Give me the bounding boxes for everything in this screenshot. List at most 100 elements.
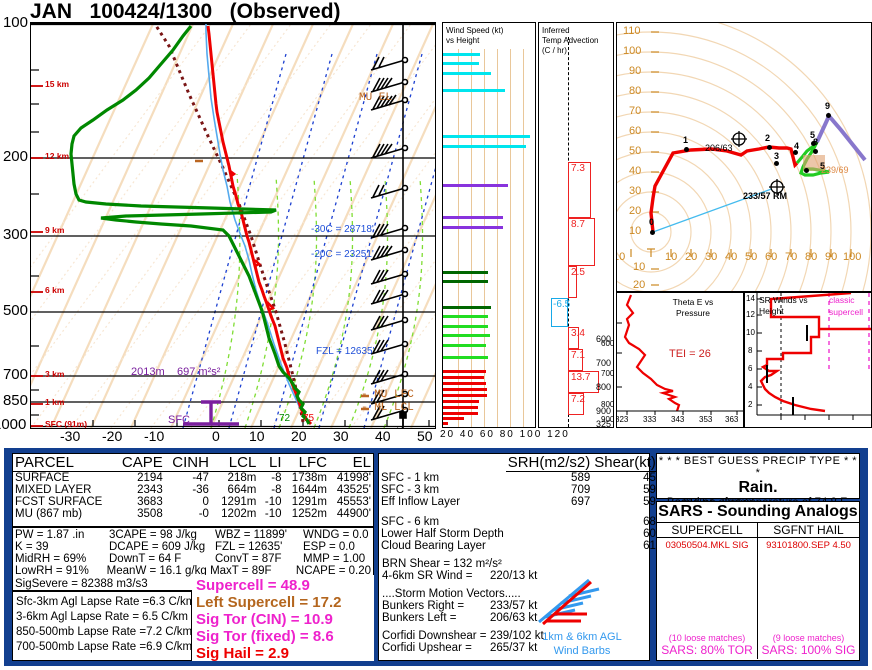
sars-supercell-column[interactable]: SUPERCELL 03050504.MKL SIG (10 loose mat… [657,523,758,659]
hodo-xtick-10: 10 [665,251,678,263]
wspd-tick-20: 20 [440,429,456,440]
annotation-ml-lcl: - ML LCL [361,402,414,414]
hodo-ytick-40: 40 [629,165,642,177]
lapse-label-3: 700-500mb Lapse Rate = [16,641,147,653]
cell-shear: 59 [643,496,656,508]
wind-speed-caption-2: vs Height [446,36,480,45]
sars-panel[interactable]: SARS - Sounding Analogs SUPERCELL 030505… [656,501,860,661]
thermo-maxt: MaxT = 89F [210,565,272,577]
wind-speed-panel[interactable]: Wind Speed (kt) vs Height [442,22,536,428]
cell-cape: 3508 [137,508,163,520]
table-row: FCST SURFACE 3683 0 1291m -10 1291m 4555… [13,496,373,508]
height-label-sfc: SFC (91m) [45,419,88,429]
parcel-table-panel[interactable]: PARCEL CAPE CINH LCL LI LFC EL SURFACE 2… [12,453,374,527]
thermo-k: K = 39 [15,541,49,553]
wind-barb-column [370,24,409,428]
thermo-dcape: DCAPE = 609 J/kg [109,541,206,553]
hodo-xtick-30: 30 [705,251,718,263]
hodo-point-0 [650,230,655,235]
hodo-xtick-70: 70 [785,251,798,263]
thetae-ytick-800: 800 [601,400,615,409]
tadv-box-1: 8.7 [568,218,595,266]
composite-sigtor-fixed: Sig Tor (fixed) = 8.6 [196,628,370,645]
corfidi-downshear-label: Corfidi Downshear = [382,630,487,642]
thermo-sigsevere: SigSevere = 82388 m3/s3 [15,578,148,590]
hodo-point-1 [684,147,689,152]
hodo-ytick-10: 10 [629,225,642,237]
srwind-ytick-12: 12 [746,310,755,319]
thetae-xtick-333: 333 [643,415,657,424]
cell-lcl: 664m [227,484,257,496]
lapse-rate-panel[interactable]: Sfc-3km Agl Lapse Rate = 6.3 C/km 3-6km A… [12,591,195,661]
sars-hail-column[interactable]: SGFNT HAIL 93101800.SEP 4.50 (9 loose ma… [758,523,859,659]
composite-indices-panel[interactable]: Supercell = 48.9 Left Supercell = 17.2 S… [192,575,374,662]
cell-el: 44900' [336,508,371,520]
kinematics-panel[interactable]: SRH(m2/s2) Shear(kt) MnWind SRW SFC - 1 … [378,453,757,661]
hodo-xtick-20: 20 [685,251,698,263]
cell-li: -10 [264,496,282,508]
storm-motion-header: ....Storm Motion Vectors..... [382,588,521,600]
srwind-ytick-8: 8 [748,346,753,355]
tadv-caption-2: Temp Advection [542,36,599,45]
hodo-ytick-80: 80 [629,85,642,97]
annotation-minus30c: -30C = 28718' [311,224,374,235]
thermo-fzl: FZL = 12635' [215,541,283,553]
annotation-mu-el: MU EL [359,92,393,104]
col-layer [379,454,506,472]
hodo-point-9 [826,113,831,118]
thetae-xtick-353: 353 [699,415,713,424]
hodo-point-8 [813,149,818,154]
cell-parcel: SURFACE [15,472,70,484]
tadv-prs-800: 800 [596,382,612,392]
wspd-tick-100: 100 [519,429,543,440]
precip-type-panel[interactable]: * * * BEST GUESS PRECIP TYPE * * * Rain.… [656,453,860,509]
annotation-sfc: SFC [168,414,190,426]
cell-srh [506,528,593,540]
srwind-label-supercell: supercell [829,307,864,317]
temp-tick--10: -10 [144,428,165,444]
annotation-eff-inflow-depth: 2013m [131,366,165,378]
hodo-label-2: 2 [765,133,771,143]
thetae-panel[interactable]: Theta E vs Pressure TEI = 26 323 333 343… [616,292,744,428]
sars-title: SARS - Sounding Analogs [657,502,859,523]
bunkers-right-label: Bunkers Right = [382,600,465,612]
lapse-label-2: 850-500mb Lapse Rate = [16,626,147,638]
hodo-ytick-30: 30 [629,185,642,197]
tadv-box-3: -6.5 [551,298,570,327]
hodo-label-5: 5 [820,161,826,171]
cell-srh: 589 [571,472,591,484]
hodo-point-3 [774,161,779,166]
hodo-ytick-down-20: 20 [633,279,646,291]
cell-shear: 60 [643,528,656,540]
srwind-svg [756,293,871,420]
agl-wind-barbs-graphic [529,574,629,635]
temp-advection-panel[interactable]: Inferred Temp Advection (C / hr) 7.3 8.7… [538,22,614,428]
bunkers-left-value: 206/63 kt [490,612,538,624]
cell-cape: 2194 [137,472,163,484]
hodo-ytick-110: 110 [623,25,641,37]
cell-cape: 2343 [137,484,163,496]
hodograph-panel[interactable]: 0 1 2 3 4 5 5 8 9 206/63 233/57 RM 239/6… [616,22,872,292]
thermo-midrh: MidRH = 69% [15,553,87,565]
composite-left-supercell-value: 17.2 [312,594,342,611]
composite-sigtor-cin-label: Sig Tor (CIN) = [196,611,300,628]
tadv-caption-3: (C / hr) [542,46,567,55]
srwind-ytick-4: 4 [748,382,753,391]
srwind-panel[interactable]: SR Winds vs Height classic supercell 14 … [744,292,872,428]
col-lcl: LCL [210,454,259,472]
srwind-ytick-10: 10 [746,328,755,337]
thermo-lowrh: LowRH = 91% [15,565,89,577]
cell-layer: SFC - 1 km [381,471,440,484]
thetae-xtick-363: 363 [725,415,739,424]
skewt-diagram[interactable]: 15 km 12 km 9 km 6 km 3 km 1 km SFC (91m… [30,22,436,429]
tadv-prs-325: 325 [596,419,612,429]
cell-li: -8 [271,472,282,484]
precip-type: Rain. [738,479,778,496]
hodo-point-6 [811,141,816,146]
cell-lfc: 1291m [291,496,327,508]
srwind-caption-1: SR Winds vs [759,295,808,305]
composite-supercell-label: Supercell = [196,577,277,594]
sars-col2-foot1: (9 loose matches) [772,633,845,643]
composite-sighail-label: Sig Hail = [196,645,264,662]
wspd-tick-60: 60 [479,429,495,440]
